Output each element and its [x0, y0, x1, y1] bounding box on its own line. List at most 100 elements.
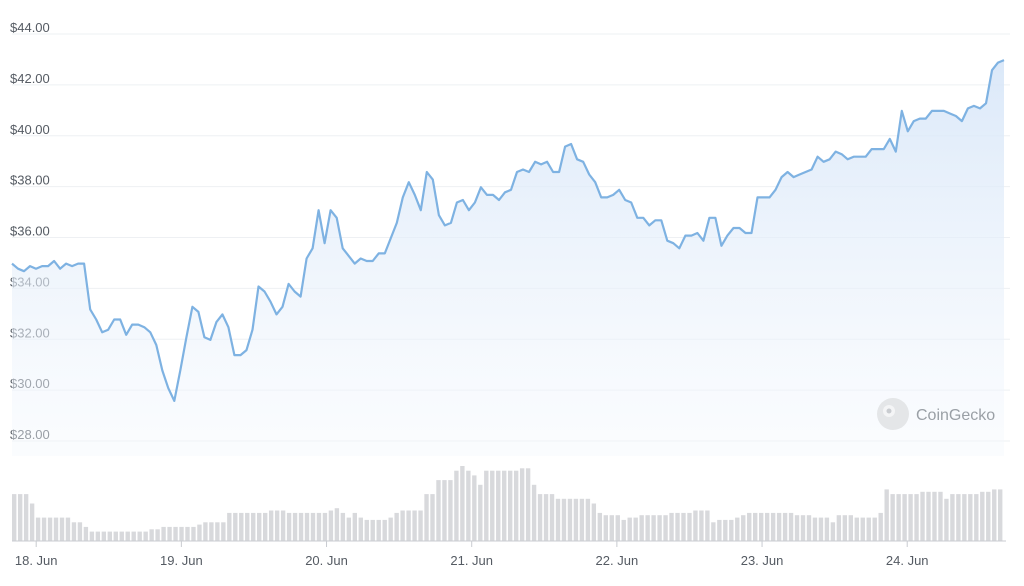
volume-bar — [364, 519, 369, 541]
volume-bar — [818, 517, 824, 541]
volume-bar — [239, 512, 244, 541]
price-line-layer — [11, 59, 1005, 402]
volume-bar — [788, 512, 794, 541]
volume-bar — [185, 526, 190, 541]
volume-bar — [328, 510, 334, 541]
volume-bar — [908, 494, 913, 541]
volume-bar — [567, 498, 573, 541]
volume-bar — [257, 512, 262, 541]
volume-bar — [268, 510, 274, 541]
y-tick-label: $40.00 — [10, 122, 50, 137]
volume-bar — [179, 526, 184, 541]
volume-bar — [729, 519, 734, 541]
volume-bar — [830, 522, 836, 542]
volume-bar — [585, 498, 591, 541]
volume-bar — [274, 510, 280, 541]
volume-bar — [197, 524, 202, 541]
volume-bar — [687, 512, 692, 541]
volume-bar — [902, 494, 907, 541]
volume-bar — [926, 491, 931, 541]
volume-bar — [782, 512, 788, 541]
volume-bar — [699, 510, 704, 541]
volume-bar — [657, 515, 662, 541]
volume-bar — [107, 531, 112, 541]
volume-bar — [406, 510, 411, 541]
volume-bar — [203, 522, 208, 542]
volume-bar — [735, 517, 740, 541]
volume-bar — [209, 522, 214, 542]
y-tick-label: $44.00 — [10, 20, 50, 35]
volume-bar — [304, 512, 310, 541]
volume-bar — [800, 515, 806, 541]
volume-bar — [872, 517, 877, 541]
volume-bar — [513, 470, 519, 541]
volume-bar — [17, 494, 23, 541]
volume-bar — [747, 512, 752, 541]
volume-bar — [394, 512, 399, 541]
volume-bar — [758, 512, 764, 541]
volume-bar — [41, 517, 47, 541]
volume-bar — [890, 494, 895, 541]
price-line — [11, 59, 1005, 402]
volume-bar — [65, 517, 71, 541]
volume-bar — [466, 470, 471, 541]
volume-bar — [245, 512, 250, 541]
volume-bar — [549, 494, 555, 541]
volume-bar — [316, 512, 322, 541]
volume-bar — [442, 480, 447, 541]
volume-bar — [478, 484, 483, 541]
volume-bar — [878, 512, 883, 541]
volume-bar — [472, 475, 477, 541]
volume-bar — [848, 515, 854, 541]
volume-bar — [149, 529, 154, 541]
volume-bar — [436, 480, 441, 541]
price-area — [12, 60, 1004, 456]
volume-bar — [615, 515, 620, 541]
volume-bar — [460, 466, 465, 541]
volume-bar — [573, 498, 579, 541]
volume-bar — [161, 526, 166, 541]
volume-bar — [298, 512, 304, 541]
volume-bars — [12, 466, 1003, 542]
volume-bar — [322, 512, 328, 541]
volume-bar — [233, 512, 238, 541]
volume-bar — [340, 512, 346, 541]
volume-bar — [854, 517, 859, 541]
volume-bar — [986, 491, 991, 541]
volume-bar — [352, 512, 358, 541]
volume-bar — [794, 515, 800, 541]
price-area-fill — [12, 60, 1004, 456]
volume-bar — [519, 468, 525, 541]
volume-bar — [29, 503, 35, 541]
volume-bar — [286, 512, 292, 541]
volume-bar — [950, 494, 955, 541]
volume-bar — [609, 515, 614, 541]
volume-bar — [430, 494, 435, 541]
volume-bar — [382, 519, 387, 541]
volume-bar — [675, 512, 680, 541]
volume-bar — [944, 498, 949, 541]
volume-bar — [101, 531, 107, 541]
volume-bar — [280, 510, 286, 541]
coingecko-watermark: CoinGecko — [877, 398, 995, 430]
volume-bar — [376, 519, 381, 541]
volume-bar — [842, 515, 848, 541]
volume-bar — [262, 512, 268, 541]
volume-bar — [95, 531, 101, 541]
volume-bar — [47, 517, 53, 541]
volume-bar — [448, 480, 453, 541]
volume-bar — [454, 470, 459, 541]
volume-bar — [723, 519, 728, 541]
volume-bar — [191, 526, 196, 541]
volume-bar — [956, 494, 961, 541]
volume-bar — [974, 494, 979, 541]
volume-bar — [227, 512, 232, 541]
volume-bar — [603, 515, 608, 541]
volume-bar — [764, 512, 770, 541]
volume-bar — [920, 491, 925, 541]
volume-bar — [962, 494, 967, 541]
y-tick-label: $38.00 — [10, 173, 50, 188]
volume-bar — [824, 517, 830, 541]
watermark-text: CoinGecko — [916, 407, 995, 424]
volume-bar — [71, 522, 77, 542]
